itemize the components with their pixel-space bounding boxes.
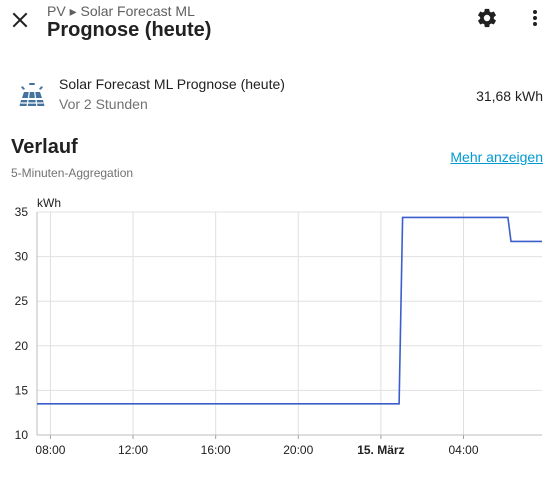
entity-last-changed: Vor 2 Stunden (59, 96, 148, 112)
y-axis-unit-label: kWh (37, 196, 61, 210)
settings-button[interactable] (474, 5, 500, 31)
x-tick-label: 04:00 (448, 443, 478, 457)
close-button[interactable] (6, 6, 34, 34)
x-tick-label: 16:00 (201, 443, 231, 457)
chart-grid (37, 211, 542, 436)
entity-name: Solar Forecast ML Prognose (heute) (59, 76, 285, 92)
x-tick-label: 12:00 (118, 443, 148, 457)
gear-icon (478, 8, 496, 28)
x-tick-label: 08:00 (35, 443, 65, 457)
chart-axes: 35 30 25 20 15 10 08:00 12:00 16:00 20:00 15. März… (15, 196, 542, 457)
aggregation-label: 5-Minuten-Aggregation (11, 166, 134, 180)
history-title: Verlauf (11, 136, 78, 158)
y-tick-label: 20 (15, 339, 29, 353)
history-chart[interactable]: 35 30 25 20 15 10 08:00 12:00 16:00 20:00 15. März… (0, 190, 560, 470)
close-icon (12, 12, 28, 28)
show-more-link[interactable]: Mehr anzeigen (450, 149, 543, 165)
breadcrumb[interactable]: PV ▸ Solar Forecast ML (47, 3, 195, 19)
entity-state-value: 31,68 kWh (476, 88, 543, 104)
y-tick-label: 10 (15, 428, 29, 442)
dots-vertical-icon (533, 10, 537, 26)
y-tick-label: 15 (15, 383, 29, 397)
dialog-header: PV ▸ Solar Forecast ML Prognose (heute) (0, 0, 560, 48)
y-tick-label: 30 (15, 250, 29, 264)
more-options-button[interactable] (524, 5, 546, 31)
entity-row: Solar Forecast ML Prognose (heute) Vor 2… (0, 70, 560, 120)
x-tick-label: 20:00 (283, 443, 313, 457)
solar-panel-icon (19, 83, 45, 107)
series-line (37, 216, 542, 405)
chart-series (37, 216, 542, 405)
x-tick-label: 15. März (357, 443, 404, 457)
y-tick-label: 35 (15, 205, 29, 219)
page-title: Prognose (heute) (47, 19, 212, 41)
y-tick-label: 25 (15, 294, 29, 308)
